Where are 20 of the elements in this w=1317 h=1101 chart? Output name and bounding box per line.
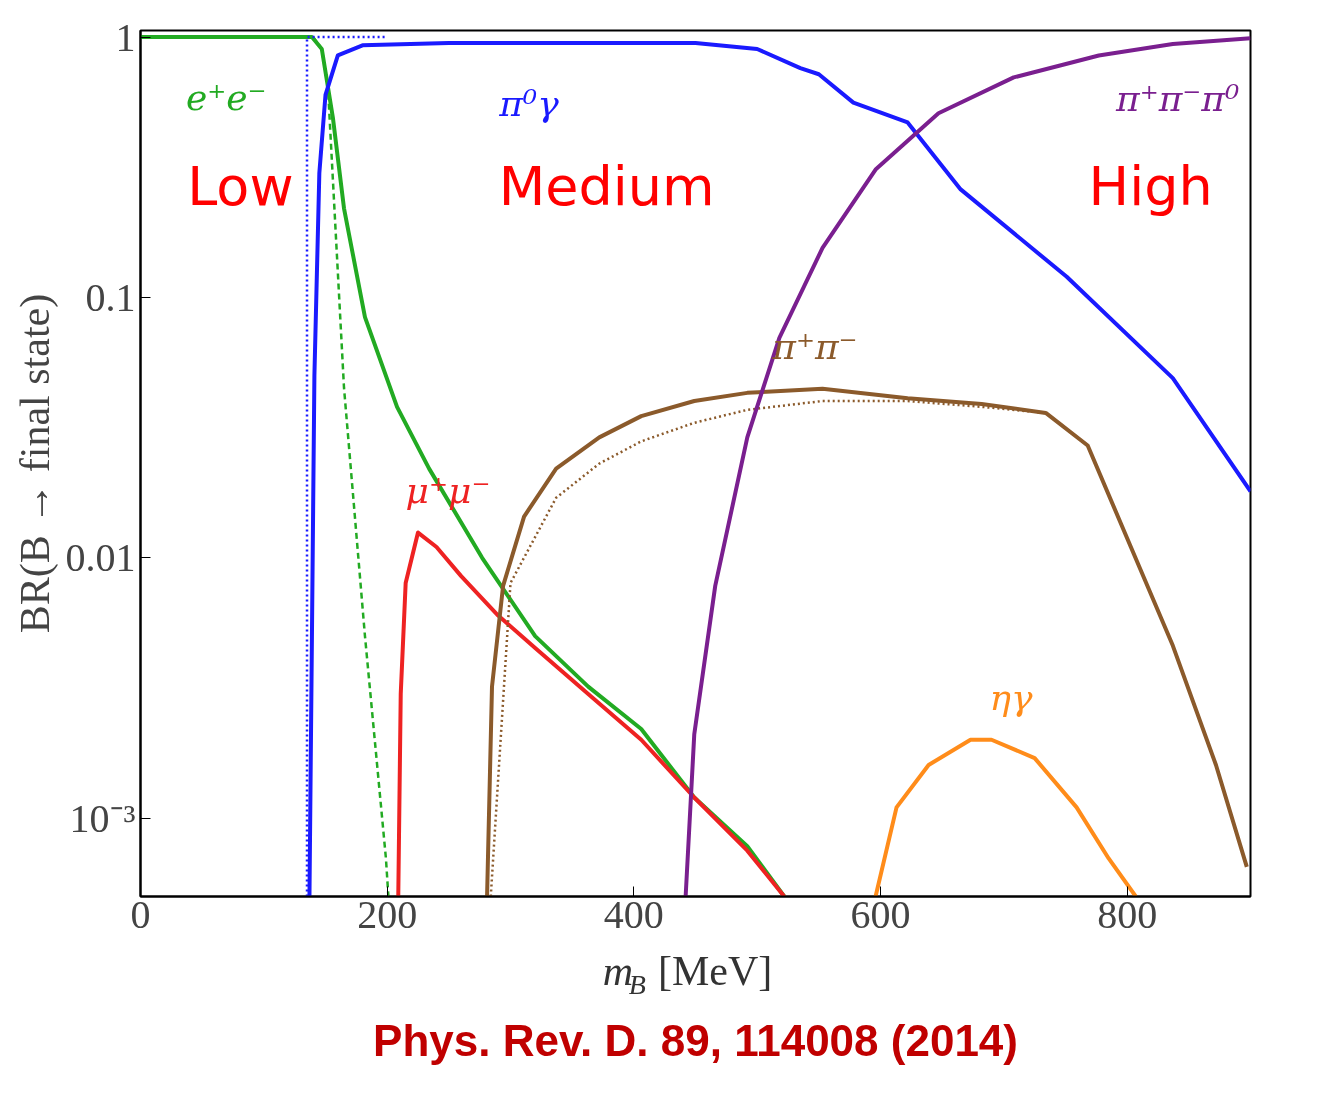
y-axis-title: BR(B → final state) — [11, 293, 59, 634]
annotation: Low — [187, 154, 294, 218]
y-tick-label: 0.1 — [85, 274, 136, 320]
annotation: High — [1088, 154, 1213, 218]
line-series — [873, 737, 1138, 897]
x-tick-label: 400 — [603, 891, 664, 937]
y-tick-label: 0.01 — [65, 535, 136, 581]
x-tick-label: 600 — [850, 891, 911, 937]
annotation: Medium — [498, 154, 715, 218]
x-tick-label: 800 — [1097, 891, 1158, 937]
x-tick-label: 0 — [130, 891, 151, 937]
series-label: ηγ — [989, 676, 1034, 718]
series-label: π⁰γ — [498, 82, 560, 124]
series-label: e⁺e⁻ — [185, 77, 267, 119]
text: Phys. Rev. D. 89, 114008 (2014) — [373, 1016, 1018, 1065]
y-tick-label: 10⁻³ — [69, 795, 136, 841]
series-label: π⁺π⁻π⁰ — [1114, 78, 1240, 120]
y-tick-label: 1 — [115, 14, 136, 60]
x-tick-label: 200 — [357, 891, 418, 937]
line-series — [396, 530, 787, 897]
